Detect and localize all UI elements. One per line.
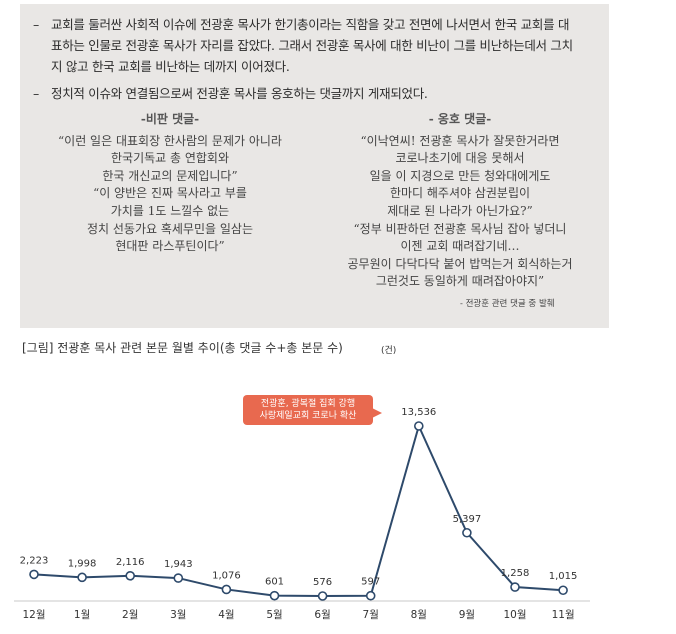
comment-line: 가치를 1도 느낄수 없는	[110, 203, 230, 218]
data-label: 2,223	[20, 555, 49, 566]
x-tick-label: 4월	[218, 609, 234, 621]
criticism-heading: -비판 댓글-	[140, 112, 200, 126]
data-point	[413, 421, 424, 431]
data-label: 597	[361, 577, 380, 588]
x-tick-label: 11월	[552, 609, 575, 621]
bullet-dash: –	[33, 86, 39, 101]
data-label: 1,943	[164, 559, 193, 570]
data-point	[221, 584, 232, 595]
data-point	[173, 573, 184, 583]
data-label: 601	[265, 577, 284, 588]
comment-line: 제대로 된 나라가 아닌가요?”	[387, 203, 533, 218]
criticism-comments: -비판 댓글- “이런 일은 대표회장 한사람의 문제가 아니라 한국기독교 총…	[40, 111, 300, 256]
x-tick-label: 9월	[459, 609, 475, 621]
comment-line: 한마디 해주셔야 삼권분립이	[389, 186, 531, 201]
comment-line: 코로나초기에 대응 못해서	[395, 151, 525, 166]
chart-title: [그림] 전광훈 목사 관련 본문 월별 추이(총 댓글 수+총 본문 수)	[22, 341, 343, 355]
data-point	[365, 590, 376, 601]
x-tick-label: 1월	[74, 609, 90, 621]
data-point	[29, 569, 39, 580]
data-label: 1,076	[212, 570, 241, 581]
data-point	[125, 570, 135, 581]
comment-line: 현대판 라스푸틴이다”	[115, 239, 225, 254]
data-label: 2,116	[116, 557, 145, 568]
data-point	[269, 590, 280, 601]
data-label: 5,397	[453, 514, 482, 525]
x-tick-label: 6월	[314, 609, 330, 621]
comment-line: 그런것도 동일하게 때려잡아야지”	[375, 274, 545, 289]
x-tick-label: 7월	[363, 609, 379, 621]
series-line	[33, 423, 564, 598]
data-point	[462, 527, 472, 538]
data-label: 1,998	[68, 558, 97, 569]
data-point	[558, 585, 568, 596]
comment-line: “이낙연씨! 전광훈 목사가 잘못한거라면	[360, 133, 560, 148]
data-point	[77, 572, 87, 583]
data-label: 13,536	[401, 407, 436, 418]
comment-credit: - 전광훈 관련 댓글 중 발췌	[460, 299, 555, 309]
bullet-dash: –	[33, 17, 39, 32]
x-tick-label: 10월	[503, 609, 526, 621]
callout-line: 전광훈, 광복절 집회 강행	[260, 399, 356, 409]
data-label: 1,258	[501, 568, 530, 579]
chart-unit: (건)	[381, 346, 397, 356]
bullet-line: 지 않고 한국 교회를 비난하는 데까지 이어졌다.	[51, 59, 290, 74]
comment-line: 일을 이 지경으로 만든 청와대에게도	[369, 168, 551, 183]
bullet-line: 교회를 둘러싼 사회적 이슈에 전광훈 목사가 한기총이라는 직함을 갖고 전면…	[51, 17, 570, 32]
data-label: 576	[313, 577, 332, 588]
data-point	[510, 582, 520, 592]
support-comments: - 옹호 댓글- “이낙연씨! 전광훈 목사가 잘못한거라면 코로나초기에 대응…	[320, 111, 600, 291]
bullet-line: 정치적 이슈와 연결됨으로써 전광훈 목사를 옹호하는 댓글까지 게재되었다.	[51, 86, 428, 101]
comment-line: 정치 선동가요 혹세무민을 일삼는	[86, 221, 253, 236]
x-tick-label: 2월	[122, 609, 138, 621]
comment-line: 한국기독교 총 연합회와	[110, 151, 230, 166]
comment-line: 이젠 교회 때려잡기네…	[400, 239, 520, 254]
annotation-callout: 전광훈, 광복절 집회 강행 사랑제일교회 코로나 확산	[243, 395, 382, 425]
comment-line: “정부 비판하던 전광훈 목사님 잡아 넣더니	[353, 221, 567, 236]
x-tick-label: 12월	[22, 609, 45, 621]
comment-line: 공무원이 다닥다닥 붙어 밥먹는거 회식하는거	[347, 256, 573, 271]
callout-line: 사랑제일교회 코로나 확산	[259, 411, 357, 421]
x-tick-label: 5월	[266, 609, 282, 621]
data-label: 1,015	[549, 571, 578, 582]
comment-line: “이런 일은 대표회장 한사람의 문제가 아니라	[58, 133, 282, 148]
comment-summary-box	[20, 4, 609, 328]
bullet-line: 표하는 인물로 전광훈 목사가 자리를 잡았다. 그래서 전광훈 목사에 대한 …	[51, 38, 573, 53]
comment-line: 한국 개신교의 문제입니다”	[102, 168, 238, 183]
support-heading: - 옹호 댓글-	[428, 112, 492, 126]
comment-line: “이 양반은 진짜 목사라고 부를	[93, 186, 247, 201]
x-tick-label: 3월	[170, 609, 186, 621]
x-tick-label: 8월	[411, 609, 427, 621]
data-point	[317, 591, 328, 601]
